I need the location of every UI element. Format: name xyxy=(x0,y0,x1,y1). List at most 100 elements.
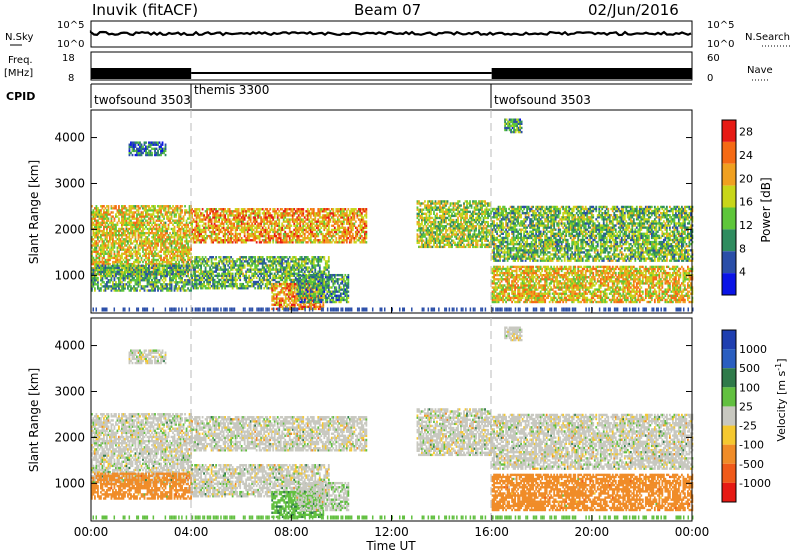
power-cell xyxy=(275,266,277,268)
power-cell xyxy=(156,248,158,250)
power-cell xyxy=(293,208,295,210)
power-cell xyxy=(135,248,137,250)
power-cell xyxy=(160,209,162,211)
power-cell xyxy=(115,275,117,277)
power-cell xyxy=(144,144,146,146)
power-cell xyxy=(144,289,146,291)
power-cell xyxy=(256,277,258,279)
power-cell xyxy=(214,231,216,233)
power-cell xyxy=(135,269,137,271)
power-cell xyxy=(248,210,250,212)
power-cell xyxy=(232,229,234,231)
power-cell xyxy=(94,287,96,289)
power-cell xyxy=(175,213,177,215)
power-cell xyxy=(245,241,247,243)
power-cell xyxy=(329,218,331,220)
power-cell xyxy=(307,216,309,218)
power-cell xyxy=(224,271,226,273)
power-cell xyxy=(165,253,167,255)
power-cell xyxy=(138,271,140,273)
power-cell xyxy=(229,218,231,220)
power-cell xyxy=(274,256,276,258)
power-cell xyxy=(111,251,113,253)
power-cell xyxy=(187,224,189,226)
power-cell xyxy=(199,225,201,227)
power-cell xyxy=(229,271,231,273)
power-cell xyxy=(241,271,243,273)
power-cell xyxy=(102,207,104,209)
power-cell xyxy=(298,260,300,262)
power-cell xyxy=(242,220,244,222)
power-cell xyxy=(118,253,120,255)
power-cell xyxy=(328,256,330,258)
power-cell xyxy=(159,269,161,271)
power-cell xyxy=(250,281,252,283)
power-cell xyxy=(111,279,113,281)
power-cell xyxy=(218,273,220,275)
power-cell xyxy=(301,266,303,268)
power-cell xyxy=(130,209,132,211)
power-cell xyxy=(224,287,226,289)
power-cell xyxy=(154,289,156,291)
power-cell xyxy=(344,227,346,229)
power-cell xyxy=(304,233,306,235)
power-cell xyxy=(100,209,102,211)
power-cell xyxy=(138,246,140,248)
power-cell xyxy=(145,244,147,246)
power-cell xyxy=(286,281,288,283)
power-cell xyxy=(142,220,144,222)
power-cell xyxy=(151,279,153,281)
power-cell xyxy=(129,248,131,250)
power-cell xyxy=(298,231,300,233)
power-cell xyxy=(230,220,232,222)
power-cell xyxy=(362,216,364,218)
power-cell xyxy=(109,240,111,242)
power-cell xyxy=(287,233,289,235)
power-cell xyxy=(265,239,267,241)
nsky-tick-bottom: 10^0 xyxy=(57,39,84,50)
power-cell xyxy=(169,238,171,240)
power-cell xyxy=(272,237,274,239)
power-cell xyxy=(221,287,223,289)
power-cell xyxy=(142,246,144,248)
power-cell xyxy=(248,237,250,239)
power-cell xyxy=(232,258,234,260)
power-cell xyxy=(169,220,171,222)
power-cell xyxy=(166,230,168,232)
power-cell xyxy=(180,267,182,269)
power-cell xyxy=(212,241,214,243)
power-cell xyxy=(347,216,349,218)
power-cell xyxy=(200,241,202,243)
power-cell xyxy=(314,268,316,270)
power-cell xyxy=(337,233,339,235)
power-cell xyxy=(189,267,191,269)
power-cell xyxy=(364,239,366,241)
power-cell xyxy=(177,253,179,255)
power-cell xyxy=(202,256,204,258)
power-cell xyxy=(328,260,330,262)
power-cell xyxy=(283,304,285,306)
power-cell xyxy=(274,279,276,281)
power-cell xyxy=(277,273,279,275)
power-cell xyxy=(174,257,176,259)
power-cell xyxy=(257,264,259,266)
power-cell xyxy=(106,228,108,230)
power-cell xyxy=(260,231,262,233)
power-cell xyxy=(197,212,199,214)
power-cell xyxy=(139,253,141,255)
power-cell xyxy=(97,238,99,240)
power-cell xyxy=(285,295,287,297)
power-cell xyxy=(157,150,159,152)
power-cell xyxy=(193,264,195,266)
power-cell xyxy=(302,268,304,270)
power-cell xyxy=(280,271,282,273)
power-cell xyxy=(121,236,123,238)
power-cell xyxy=(202,287,204,289)
power-cell xyxy=(180,213,182,215)
power-cell xyxy=(319,229,321,231)
power-cell xyxy=(245,214,247,216)
power-cell xyxy=(350,241,352,243)
power-cell xyxy=(96,248,98,250)
power-cell xyxy=(314,241,316,243)
power-cell xyxy=(102,238,104,240)
